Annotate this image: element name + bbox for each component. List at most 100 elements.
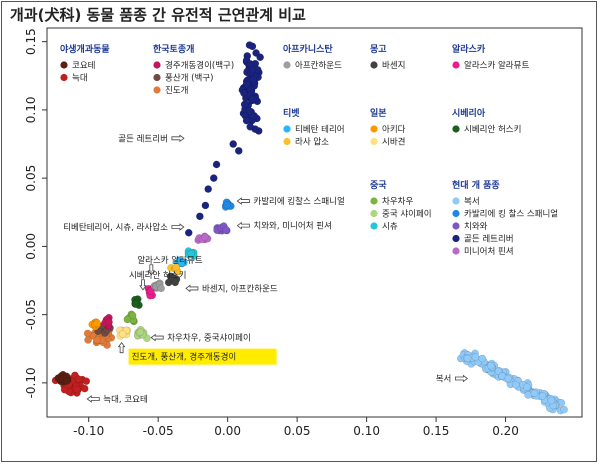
data-point bbox=[136, 328, 145, 336]
legend-swatch bbox=[370, 197, 378, 205]
data-point bbox=[249, 75, 258, 84]
data-point bbox=[240, 89, 248, 97]
legend-group-title: 일본 bbox=[370, 107, 387, 119]
legend-group-title: 현대 개 품종 bbox=[452, 179, 500, 191]
annotation-label: 치와와, 미니어처 핀셔 bbox=[253, 221, 332, 232]
legend-item-label: 티베탄 테리어 bbox=[295, 124, 345, 135]
data-point bbox=[242, 116, 251, 125]
legend-item-label: 풍산개 (백구) bbox=[165, 73, 213, 84]
data-point bbox=[178, 259, 186, 267]
legend-swatch bbox=[370, 222, 378, 230]
legend-swatch bbox=[452, 209, 460, 218]
y-tick-label: 0.05 bbox=[24, 165, 38, 192]
legend-group-title: 아프카니스탄 bbox=[283, 43, 333, 55]
legend-item-label: 차우차우 bbox=[382, 197, 413, 207]
legend-group-title: 몽고 bbox=[370, 44, 387, 55]
legend-swatch bbox=[283, 125, 291, 133]
data-point bbox=[524, 391, 532, 399]
annotation-arrow bbox=[236, 197, 250, 205]
x-tick-label: 0.00 bbox=[214, 424, 241, 438]
data-point bbox=[83, 329, 92, 338]
data-point bbox=[74, 375, 83, 384]
legend-item-label: 미니어처 핀셔 bbox=[464, 246, 514, 257]
legend-swatch bbox=[370, 125, 378, 133]
data-point bbox=[184, 228, 193, 237]
data-point bbox=[187, 249, 196, 258]
legend-swatch bbox=[60, 73, 68, 82]
data-point bbox=[93, 336, 102, 344]
annotation-arrow bbox=[236, 221, 250, 230]
data-point bbox=[246, 122, 255, 131]
annotation-label: 늑대, 코요테 bbox=[103, 395, 148, 405]
legend-group-title: 중국 bbox=[370, 180, 387, 191]
x-tick-label: 0.15 bbox=[423, 424, 450, 438]
data-point bbox=[511, 380, 520, 389]
data-point bbox=[504, 374, 512, 383]
data-point bbox=[131, 300, 140, 308]
data-point bbox=[212, 160, 221, 169]
annotation-label: 차우차우, 중국샤이페이 bbox=[167, 333, 251, 344]
x-tick-label: -0.05 bbox=[143, 424, 174, 438]
annotation-arrow bbox=[117, 342, 126, 354]
legend-item-label: 시베리안 허스키 bbox=[464, 124, 521, 135]
x-tick-label: -0.10 bbox=[73, 424, 104, 438]
annotation-arrow bbox=[171, 223, 185, 231]
legend-item-label: 골든 레트리버 bbox=[464, 234, 514, 245]
annotation-label: 시베리안 허스키 bbox=[129, 270, 186, 281]
data-point bbox=[196, 212, 204, 221]
data-point bbox=[229, 140, 238, 148]
data-point bbox=[82, 377, 91, 385]
legend-item-label: 시츄 bbox=[382, 222, 398, 232]
legend-swatch bbox=[452, 234, 460, 243]
legend-item-label: 라사 압소 bbox=[295, 138, 329, 148]
annotation-label: 알라스카 알라뮤트 bbox=[137, 255, 202, 266]
legend-swatch bbox=[60, 61, 68, 69]
legend-group-title: 시베리아 bbox=[452, 107, 486, 119]
legend-swatch bbox=[452, 125, 460, 133]
data-point bbox=[222, 226, 230, 234]
legend-group-title: 티벳 bbox=[283, 107, 300, 119]
data-point bbox=[487, 361, 495, 370]
data-point bbox=[240, 100, 249, 109]
annotation-arrow bbox=[86, 395, 100, 403]
legend-item-label: 시바견 bbox=[382, 137, 405, 148]
legend-swatch bbox=[283, 137, 291, 146]
legend-item-label: 복서 bbox=[464, 197, 480, 207]
data-point bbox=[84, 336, 92, 344]
legend-item-label: 바센지 bbox=[382, 60, 405, 71]
data-point bbox=[249, 95, 257, 103]
data-point bbox=[223, 201, 231, 209]
data-point bbox=[246, 60, 255, 68]
data-point bbox=[547, 396, 556, 405]
data-point bbox=[494, 367, 503, 375]
y-tick-label: 0.10 bbox=[24, 97, 38, 124]
annotation-highlight bbox=[128, 348, 277, 365]
data-point bbox=[256, 53, 264, 62]
legend-item-label: 늑대 bbox=[72, 74, 88, 84]
annotation-label: 바센지, 아프칸하운드 bbox=[202, 283, 278, 294]
data-point bbox=[560, 405, 568, 414]
legend-swatch bbox=[452, 61, 460, 69]
data-point bbox=[209, 174, 218, 182]
legend-item-label: 알라스카 알라뮤트 bbox=[464, 60, 529, 71]
legend-item-label: 진도개 bbox=[165, 85, 188, 96]
data-point bbox=[234, 147, 243, 155]
y-tick-label: -0.10 bbox=[24, 367, 38, 398]
data-point bbox=[478, 354, 487, 363]
data-point bbox=[243, 80, 251, 89]
annotation-label: 카발리에 킹찰스 스패니얼 bbox=[253, 196, 345, 207]
x-tick-label: 0.10 bbox=[353, 424, 380, 438]
data-point bbox=[530, 389, 539, 398]
annotation-arrow bbox=[150, 333, 164, 342]
legend-swatch bbox=[452, 222, 460, 230]
annotation-arrow bbox=[147, 264, 156, 276]
data-point bbox=[80, 384, 89, 393]
data-point bbox=[128, 311, 137, 320]
x-tick-label: 0.20 bbox=[492, 424, 519, 438]
data-point bbox=[157, 284, 165, 293]
legend-group-title: 야생개과동물 bbox=[60, 43, 110, 55]
annotation-label: 진도개, 풍산개, 경주개동경이 bbox=[132, 352, 237, 363]
y-tick-label: 0.00 bbox=[24, 233, 38, 260]
annotation-arrow bbox=[171, 134, 185, 143]
